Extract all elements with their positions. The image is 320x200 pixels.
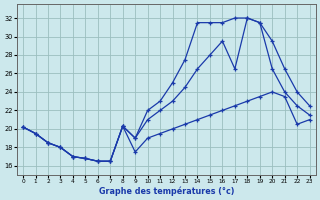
X-axis label: Graphe des températures (°c): Graphe des températures (°c) xyxy=(99,186,234,196)
